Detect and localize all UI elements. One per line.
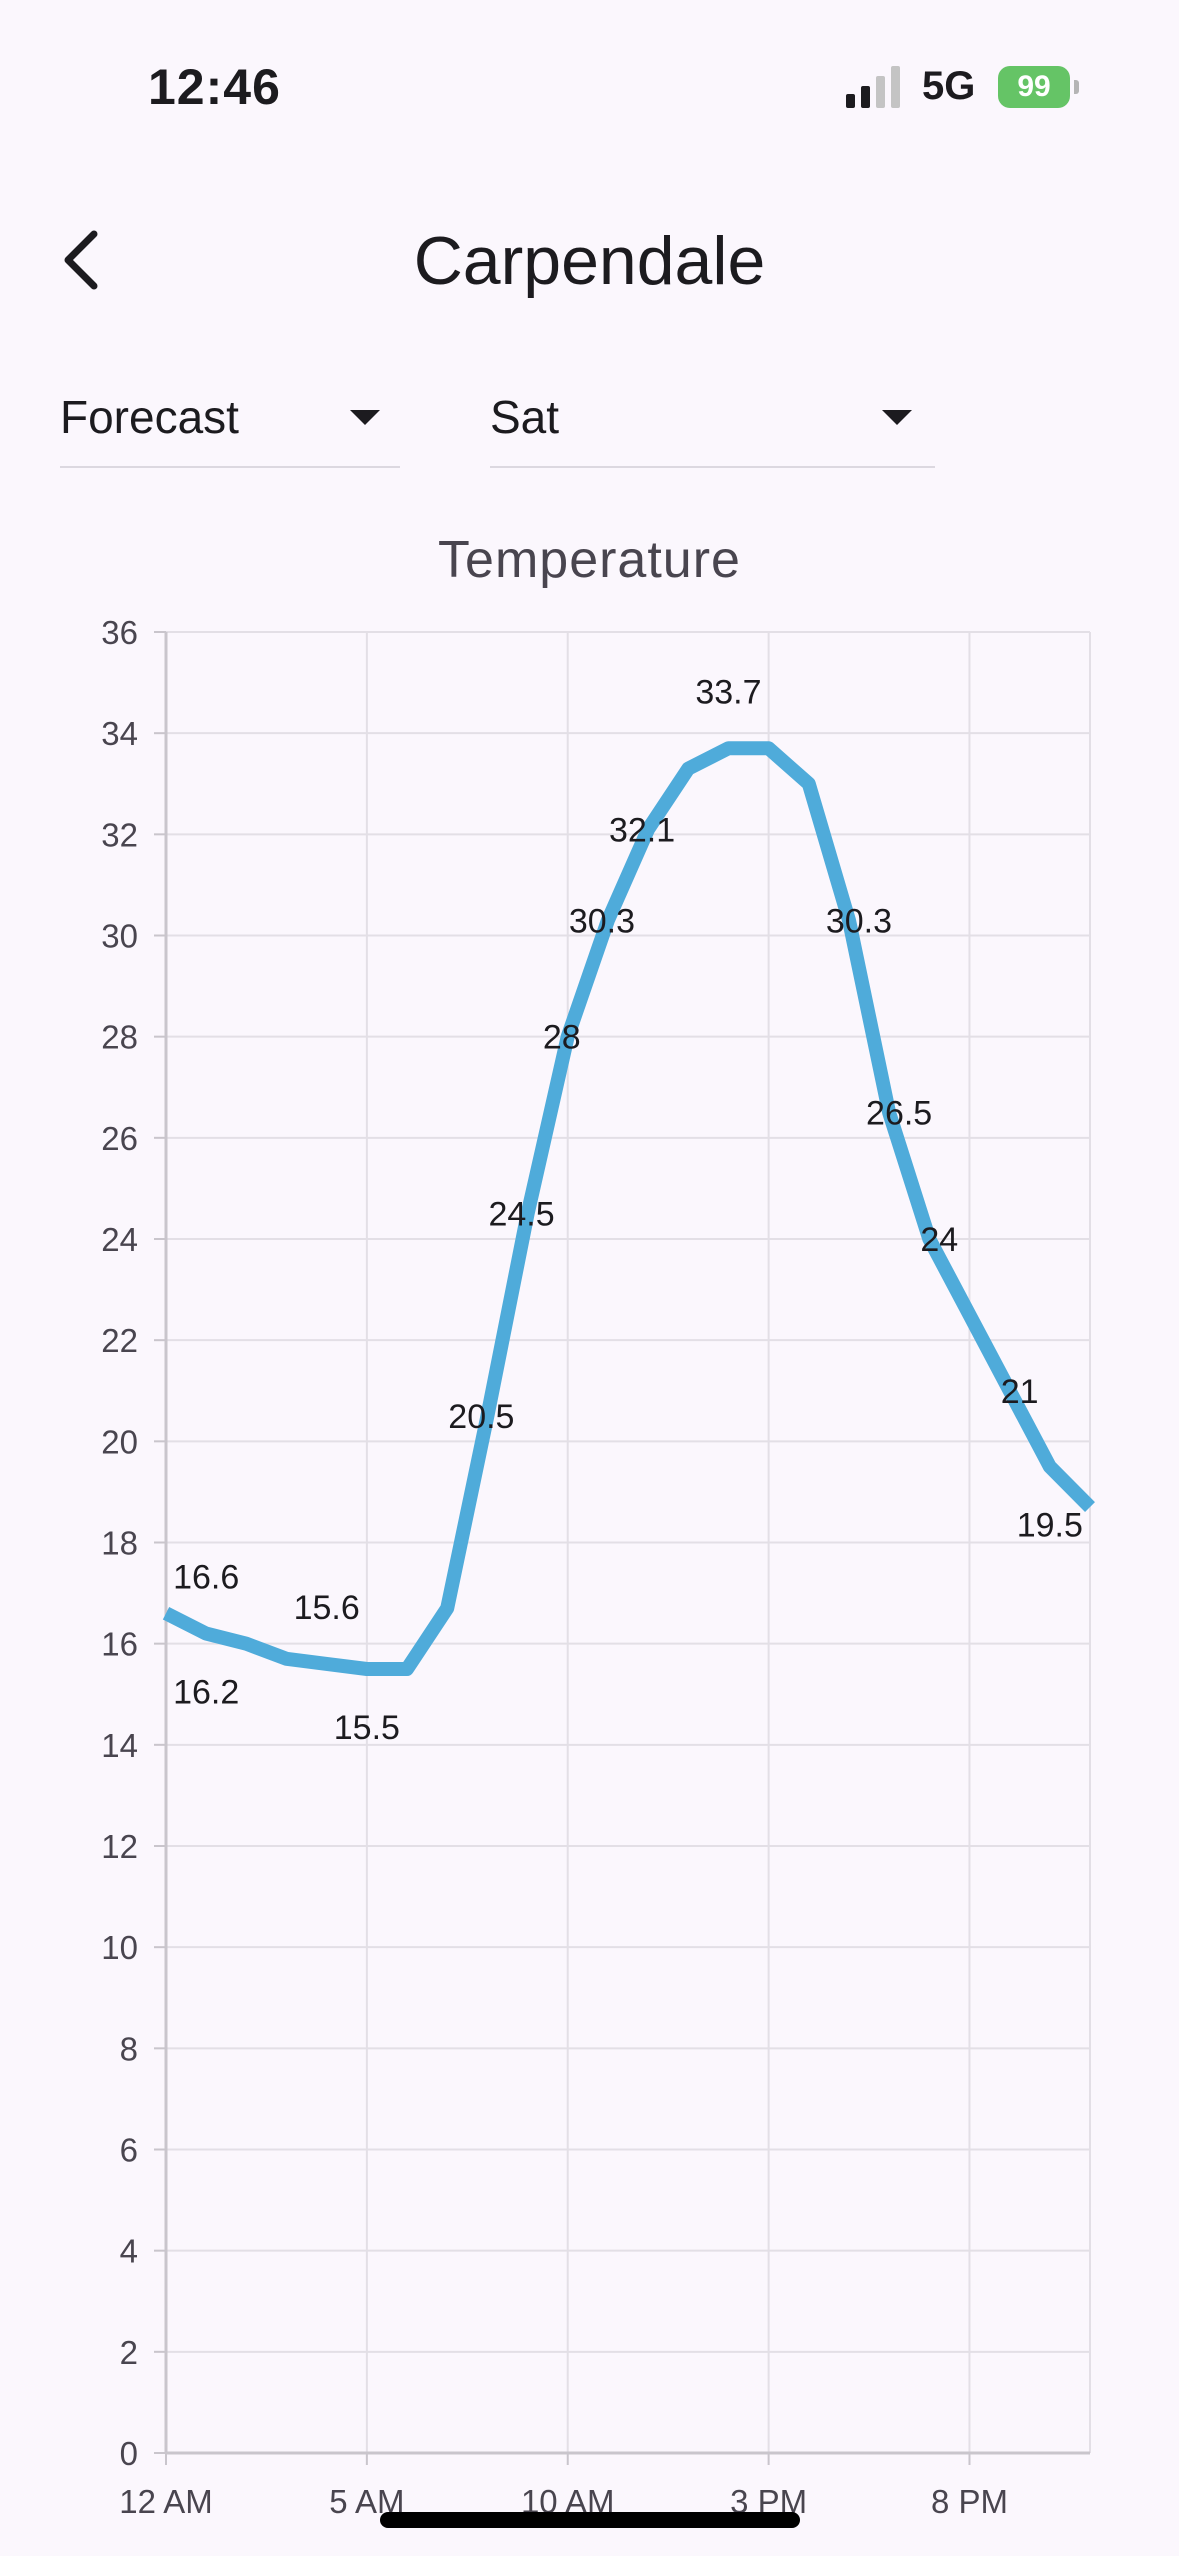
day-dropdown[interactable]: Sat <box>490 380 935 468</box>
y-tick-label: 8 <box>120 2030 138 2067</box>
network-label: 5G <box>922 64 976 108</box>
data-label: 21 <box>1001 1373 1039 1411</box>
forecast-mode-value: Forecast <box>60 391 239 443</box>
page-title: Carpendale <box>413 223 766 299</box>
data-label: 32.1 <box>609 811 675 849</box>
battery-level: 99 <box>998 66 1070 108</box>
data-label: 33.7 <box>695 673 761 711</box>
data-label: 30.3 <box>569 902 635 940</box>
back-button[interactable] <box>50 220 120 300</box>
y-tick-label: 6 <box>120 2132 138 2169</box>
y-tick-label: 30 <box>101 918 138 955</box>
y-tick-label: 2 <box>120 2334 138 2371</box>
data-label: 26.5 <box>866 1095 932 1133</box>
y-tick-label: 32 <box>101 816 138 853</box>
data-label: 16.6 <box>173 1559 239 1597</box>
battery-icon: 99 <box>998 66 1079 108</box>
chart-title: Temperature <box>438 531 741 589</box>
status-bar: 12:46 5G 99 <box>0 0 1179 170</box>
status-time: 12:46 <box>148 59 281 115</box>
x-tick-label: 8 PM <box>931 2483 1008 2520</box>
y-tick-label: 28 <box>101 1019 138 1056</box>
app-bar: Carpendale <box>0 200 1179 320</box>
chevron-left-icon <box>64 230 98 290</box>
y-tick-label: 26 <box>101 1120 138 1157</box>
data-label: 24 <box>920 1221 958 1259</box>
forecast-mode-dropdown[interactable]: Forecast <box>60 380 400 468</box>
y-tick-label: 4 <box>120 2233 138 2270</box>
data-label: 15.5 <box>334 1709 400 1747</box>
y-tick-label: 24 <box>101 1221 138 1258</box>
data-label: 28 <box>543 1019 581 1057</box>
y-tick-label: 22 <box>101 1322 138 1359</box>
y-tick-label: 16 <box>101 1626 138 1663</box>
data-label: 19.5 <box>1017 1507 1083 1545</box>
y-tick-label: 36 <box>101 614 138 651</box>
battery-cap <box>1074 80 1079 94</box>
y-tick-label: 34 <box>101 715 138 752</box>
home-indicator[interactable] <box>380 2512 800 2528</box>
day-value: Sat <box>490 391 560 443</box>
dropdown-arrow-icon <box>882 410 912 425</box>
x-tick-label: 12 AM <box>119 2483 213 2520</box>
data-label: 30.3 <box>826 902 892 940</box>
data-label: 16.2 <box>173 1674 239 1712</box>
data-label: 15.6 <box>294 1589 360 1627</box>
y-tick-label: 20 <box>101 1423 138 1460</box>
data-label: 24.5 <box>488 1196 554 1234</box>
y-tick-label: 14 <box>101 1727 138 1764</box>
series-line <box>162 741 1095 1676</box>
y-tick-label: 10 <box>101 1929 138 1966</box>
dropdown-arrow-icon <box>350 410 380 425</box>
y-tick-label: 12 <box>101 1828 138 1865</box>
data-label: 20.5 <box>448 1398 514 1436</box>
signal-icon <box>846 66 900 108</box>
y-tick-label: 0 <box>120 2435 138 2472</box>
y-tick-label: 18 <box>101 1525 138 1562</box>
